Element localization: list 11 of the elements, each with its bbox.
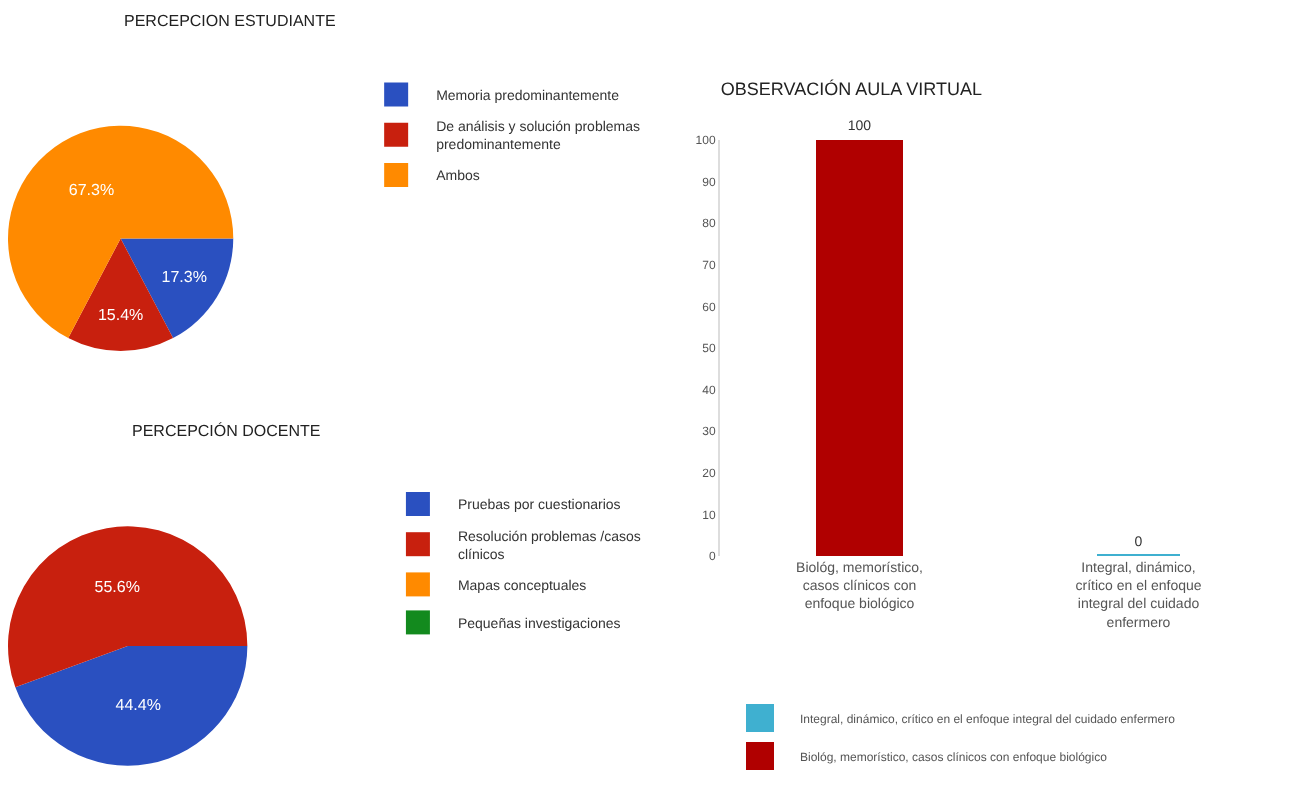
pie-slice [8, 526, 248, 688]
pie-slice [8, 125, 234, 339]
data-label: 15.4% [97, 306, 144, 325]
data-label: 17.3% [161, 267, 207, 286]
chart-title: PERCEPCION ESTUDIANTE [124, 12, 336, 30]
chart-title: PERCEPCIÓN DOCENTE [132, 422, 321, 440]
data-label: 67.3% [68, 181, 115, 200]
chart-title: OBSERVACIÓN AULA VIRTUAL [720, 78, 982, 99]
data-label: 44.4% [115, 696, 161, 715]
pie-slice [15, 646, 248, 766]
data-label: 55.6% [94, 578, 140, 597]
